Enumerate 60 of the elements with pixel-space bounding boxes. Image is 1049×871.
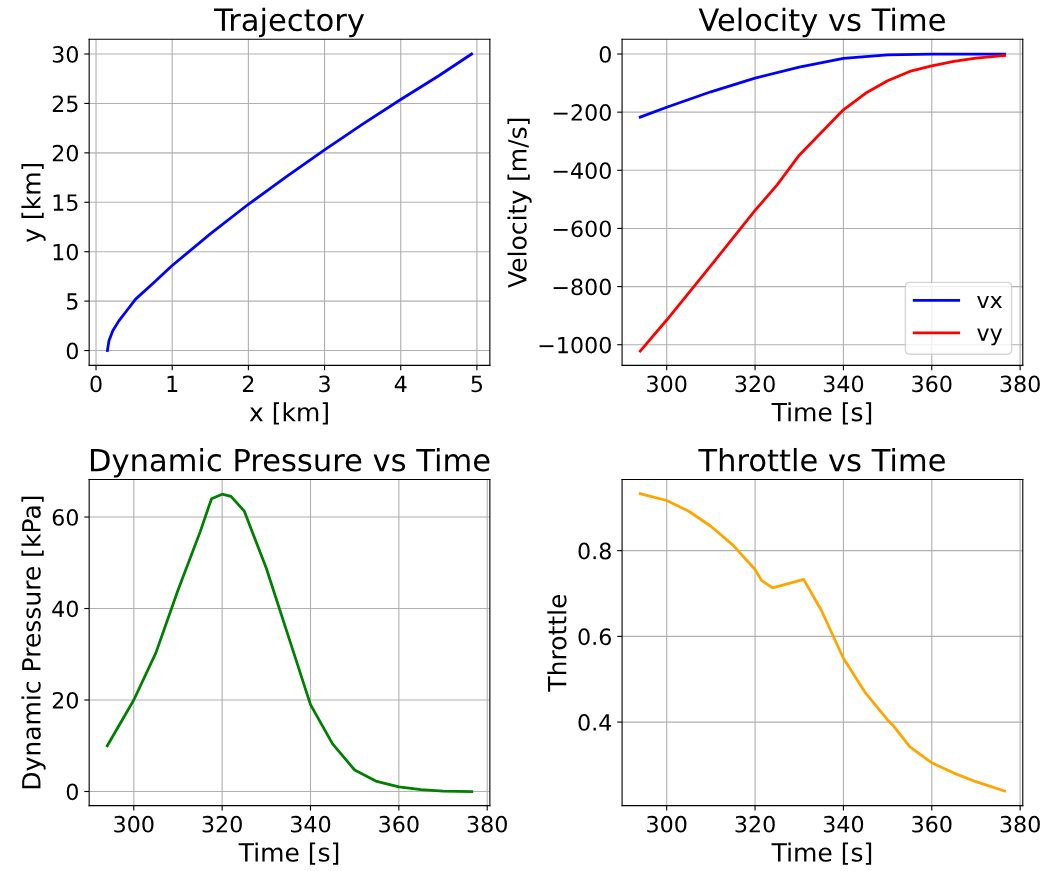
chart-title: Throttle vs Time [698, 447, 945, 472]
y-tick-label: 20 [52, 691, 78, 709]
line-series [638, 52, 1007, 119]
y-tick-label: −200 [553, 104, 611, 121]
y-tick-label: −400 [553, 162, 611, 180]
line-series [106, 52, 473, 352]
x-tick-label: 360 [912, 375, 952, 393]
line-series [638, 492, 1007, 793]
x-tick-label: 340 [290, 815, 331, 833]
y-tick-label: −800 [553, 278, 611, 296]
y-tick-label: 25 [52, 95, 78, 113]
x-tick-label: 2 [242, 375, 254, 392]
line-series [638, 54, 1007, 353]
x-tick-label: 300 [647, 375, 687, 393]
y-tick-label: 0 [66, 783, 78, 801]
line-series [105, 492, 474, 793]
y-axis-title: Velocity [m/s] [507, 118, 532, 288]
y-tick-label: 10 [53, 243, 78, 261]
x-tick-label: 380 [467, 815, 507, 833]
y-tick-label: 0 [66, 342, 78, 360]
x-tick-label: 320 [735, 375, 775, 393]
legend-label: vx [977, 295, 1003, 309]
x-tick-label: 380 [1000, 375, 1040, 393]
chart-title: Velocity vs Time [698, 7, 945, 38]
y-axis-title: Throttle [547, 594, 567, 692]
y-tick-label: −1000 [539, 336, 611, 354]
x-tick-label: 380 [1000, 815, 1040, 833]
y-tick-label: 0 [599, 45, 611, 63]
x-tick-label: 300 [114, 815, 154, 833]
x-axis-title: x [km] [249, 402, 328, 425]
x-tick-label: 3 [319, 375, 330, 393]
x-tick-label: 320 [202, 815, 242, 833]
y-tick-label: 0.6 [578, 628, 611, 646]
y-tick-label: 15 [53, 194, 78, 212]
x-axis-title: Time [s] [238, 842, 339, 865]
y-tick-label: 0.8 [578, 542, 611, 560]
y-tick-label: −600 [553, 220, 611, 238]
y-axis-title: Dynamic Pressure [kPa] [21, 496, 46, 789]
chart-title: Trajectory [213, 7, 365, 38]
x-tick-label: 1 [167, 375, 178, 392]
x-axis-title: Time [s] [771, 842, 872, 865]
y-axis-title: y [km] [21, 163, 46, 243]
x-tick-label: 360 [912, 815, 952, 833]
y-tick-label: 30 [52, 45, 78, 63]
x-tick-label: 320 [735, 815, 775, 833]
x-tick-label: 360 [379, 815, 419, 833]
x-axis-title: Time [s] [771, 402, 872, 425]
y-tick-label: 40 [52, 600, 78, 618]
y-tick-label: 60 [52, 508, 78, 526]
x-tick-label: 0 [90, 375, 102, 393]
y-tick-label: 5 [67, 293, 78, 310]
x-tick-label: 4 [394, 375, 407, 392]
x-tick-label: 300 [647, 815, 687, 833]
x-tick-label: 340 [823, 815, 864, 833]
legend-label: vy [977, 328, 1003, 346]
y-tick-label: 0.4 [578, 714, 612, 731]
y-tick-label: 20 [52, 144, 78, 162]
x-tick-label: 340 [823, 375, 864, 393]
x-tick-label: 5 [471, 375, 483, 393]
chart-title: Dynamic Pressure vs Time [90, 447, 490, 478]
